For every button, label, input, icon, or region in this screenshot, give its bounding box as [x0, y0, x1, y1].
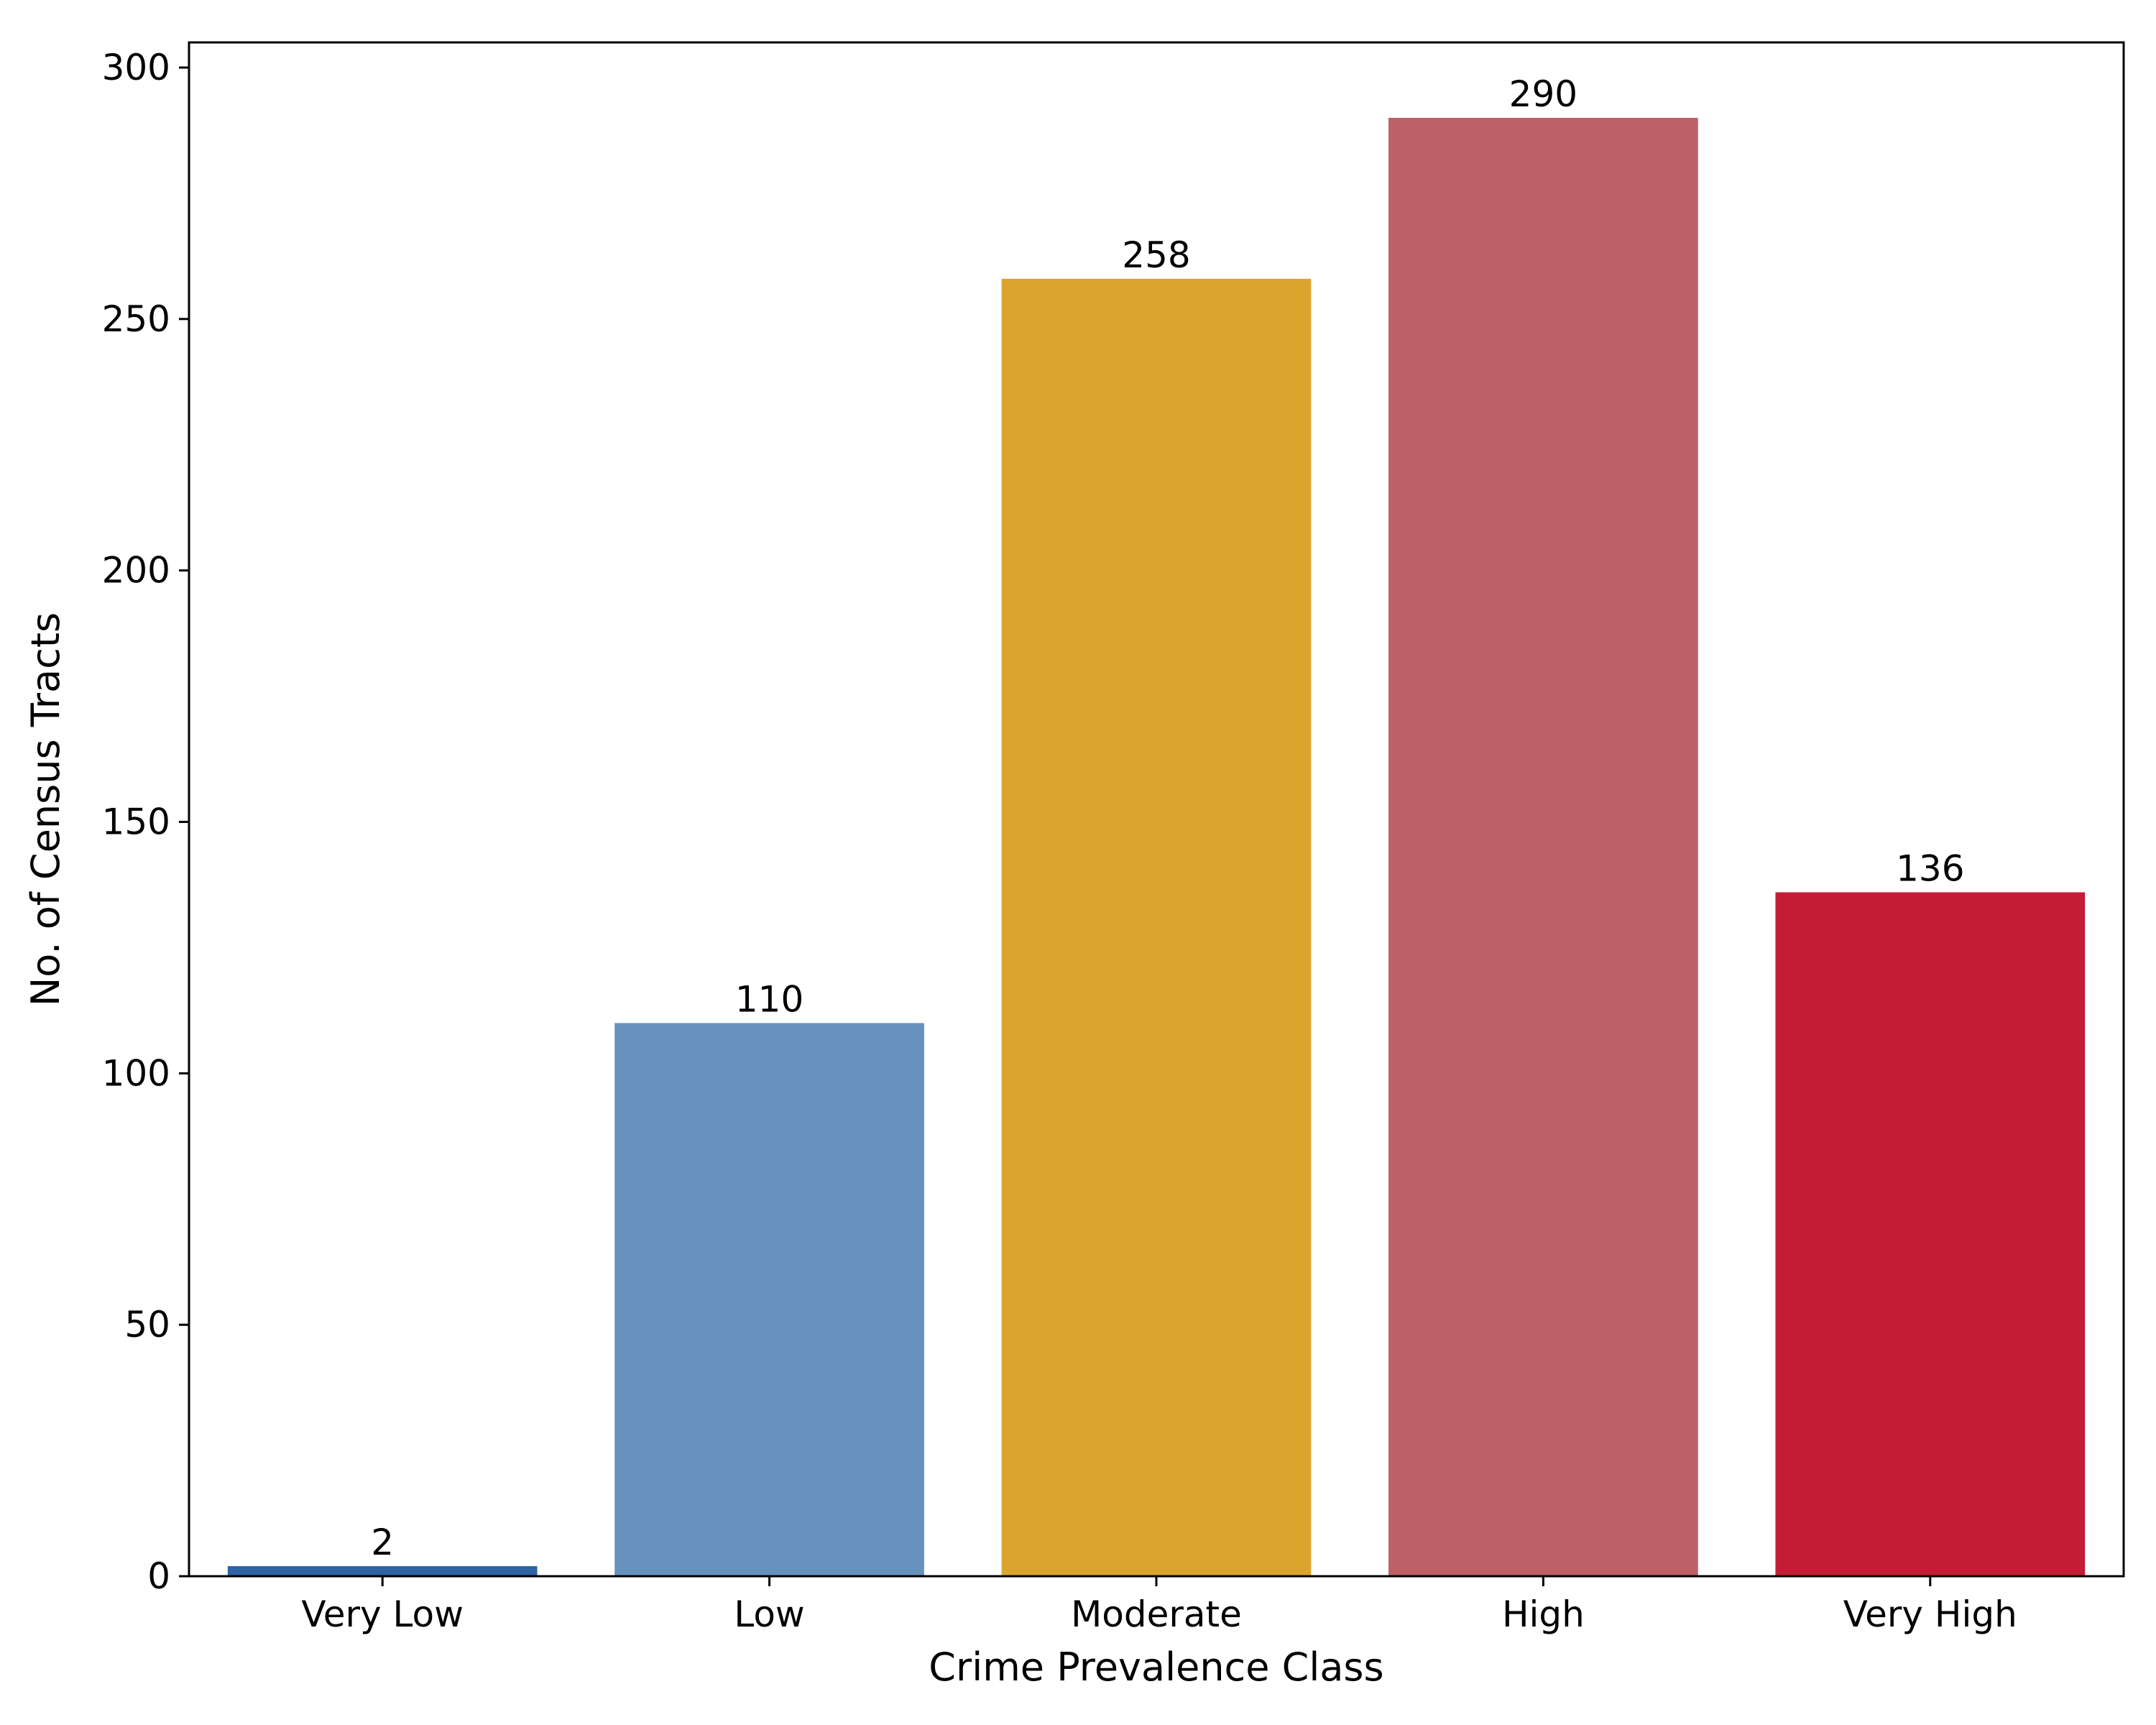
bar-low: [614, 1023, 924, 1576]
bar-moderate: [1001, 278, 1312, 1576]
x-tick-label: Low: [734, 1593, 804, 1635]
y-tick-label: 300: [102, 47, 170, 88]
x-axis-label: Crime Prevalence Class: [929, 1644, 1383, 1690]
x-tick-label: Very Low: [301, 1593, 464, 1635]
y-tick-label: 0: [147, 1555, 170, 1597]
y-tick-label: 200: [102, 550, 170, 592]
x-tick-label: Very High: [1843, 1593, 2017, 1635]
x-axis-ticks: Very Low Low Moderate High Very High: [301, 1576, 2017, 1635]
data-labels-group: 2 110 258 290 136: [371, 73, 1964, 1563]
bar-very-high: [1775, 892, 2086, 1576]
y-axis-label: No. of Census Tracts: [23, 612, 68, 1006]
y-tick-label: 50: [124, 1304, 170, 1346]
data-label: 258: [1122, 234, 1190, 276]
bars-group: [227, 117, 2086, 1577]
y-tick-label: 250: [102, 298, 170, 340]
data-label: 290: [1509, 73, 1577, 115]
bar-very-low: [227, 1566, 538, 1576]
y-tick-label: 150: [102, 801, 170, 842]
data-label: 136: [1896, 847, 1964, 889]
y-axis-ticks: 0 50 100 150 200 250 300: [102, 47, 189, 1597]
x-tick-label: High: [1502, 1593, 1585, 1635]
y-tick-label: 100: [102, 1052, 170, 1094]
bar-high: [1388, 117, 1698, 1577]
data-label: 2: [371, 1522, 394, 1563]
data-label: 110: [735, 978, 803, 1020]
x-tick-label: Moderate: [1071, 1593, 1242, 1635]
